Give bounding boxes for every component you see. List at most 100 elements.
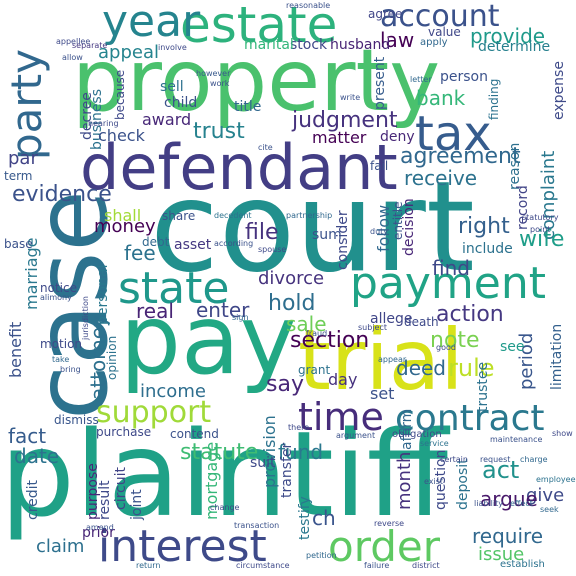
word-par: par: [8, 148, 38, 169]
word-award: award: [142, 110, 192, 129]
word-opinion: opinion: [105, 335, 119, 380]
word-record: record: [515, 185, 531, 230]
word-asset: asset: [174, 237, 212, 253]
word-shall: shall: [104, 206, 142, 225]
word-rule: rule: [448, 354, 495, 382]
word-grant: grant: [298, 363, 331, 377]
word-joint: joint: [129, 489, 145, 520]
word-fraud: fraud: [306, 329, 328, 338]
word-however: however: [196, 69, 231, 78]
word-transfer: transfer: [279, 442, 295, 498]
word-alimony: alimony: [40, 293, 72, 302]
word-statute: statute: [180, 440, 259, 465]
word-hold: hold: [268, 291, 316, 316]
word-ch: ch: [312, 506, 336, 530]
word-petition: petition: [306, 551, 337, 560]
word-act: act: [482, 456, 520, 484]
word-transaction: transaction: [234, 521, 280, 530]
word-jurisdiction: jurisdiction: [81, 296, 90, 340]
word-limitation: limitation: [549, 323, 565, 390]
word-stock: stock: [290, 37, 328, 53]
word-matter: matter: [312, 128, 367, 147]
word-appear: appear: [378, 355, 407, 364]
word-include: include: [462, 241, 513, 257]
word-file: file: [245, 220, 279, 245]
word-according: according: [214, 239, 254, 248]
word-provide: provide: [470, 24, 546, 48]
word-enter: enter: [196, 298, 250, 322]
word-fund: fund: [278, 440, 324, 464]
word-reasonable: reasonable: [286, 1, 331, 10]
word-reason: reason: [507, 142, 523, 190]
word-present: present: [372, 56, 388, 110]
word-order: order: [328, 522, 440, 571]
word-day: day: [328, 370, 358, 389]
word-wife: wife: [519, 227, 565, 252]
word-employee: employee: [536, 475, 576, 484]
word-suit: suit: [250, 455, 276, 471]
word-statutory: statutory: [522, 213, 559, 222]
word-give: give: [526, 485, 565, 506]
word-party: party: [2, 49, 51, 160]
word-debt: debt: [142, 235, 170, 249]
word-decree: decree: [79, 92, 95, 140]
word-fact: fact: [8, 424, 47, 448]
word-involve: involve: [158, 43, 187, 52]
word-deny: deny: [380, 129, 415, 145]
word-return: return: [136, 561, 161, 570]
word-liability: liability: [474, 499, 503, 508]
word-appellee: appellee: [56, 37, 91, 46]
word-year: year: [102, 0, 201, 47]
word-deposit: deposit: [455, 458, 471, 510]
word-evidence: evidence: [12, 182, 112, 207]
word-check: check: [98, 126, 145, 145]
word-notice: notice: [40, 281, 77, 295]
word-request: request: [480, 455, 511, 464]
word-right: right: [458, 214, 510, 239]
word-death: death: [404, 315, 439, 329]
word-section: section: [290, 328, 370, 353]
word-testify: testify: [297, 496, 313, 540]
word-purchase: purchase: [96, 425, 152, 439]
word-subject: subject: [358, 323, 387, 332]
word-separate: separate: [72, 41, 108, 50]
word-cite: cite: [258, 143, 273, 152]
word-month: month: [394, 451, 415, 510]
word-trust: trust: [193, 119, 245, 144]
word-plaintiff: plaintiff: [0, 405, 448, 543]
word-require: require: [472, 524, 544, 548]
word-agree: agree: [368, 7, 403, 21]
word-write: write: [340, 93, 361, 102]
word-value: value: [428, 25, 461, 39]
word-claim: claim: [36, 536, 85, 557]
word-exist: exist: [424, 477, 444, 486]
word-effect: effect: [510, 499, 533, 508]
word-defendant: defendant: [80, 131, 398, 204]
word-state: state: [118, 263, 230, 314]
word-action: action: [436, 302, 504, 327]
word-pay: pay: [120, 284, 297, 396]
word-term: term: [4, 169, 33, 183]
word-base: base: [4, 237, 33, 251]
word-share: share: [162, 209, 196, 223]
word-seek: seek: [540, 505, 559, 514]
word-reverse: reverse: [374, 519, 405, 528]
word-law: law: [380, 28, 415, 52]
word-personal: personal: [95, 264, 111, 325]
word-decision: decision: [401, 198, 417, 256]
word-receive: receive: [404, 166, 478, 190]
word-marital: marital: [244, 37, 294, 53]
word-contract: contract: [395, 398, 545, 439]
word-divorce: divorce: [258, 268, 325, 289]
word-fee: fee: [124, 241, 156, 265]
word-real: real: [136, 299, 174, 323]
word-husband: husband: [330, 37, 391, 53]
word-duty: duty: [370, 227, 389, 236]
word-finding: finding: [487, 78, 501, 120]
word-circumstance: circumstance: [236, 561, 290, 570]
word-judgment: judgment: [292, 108, 398, 133]
word-partnership: partnership: [286, 211, 333, 220]
word-there: there: [288, 423, 310, 432]
word-date: date: [14, 444, 60, 468]
